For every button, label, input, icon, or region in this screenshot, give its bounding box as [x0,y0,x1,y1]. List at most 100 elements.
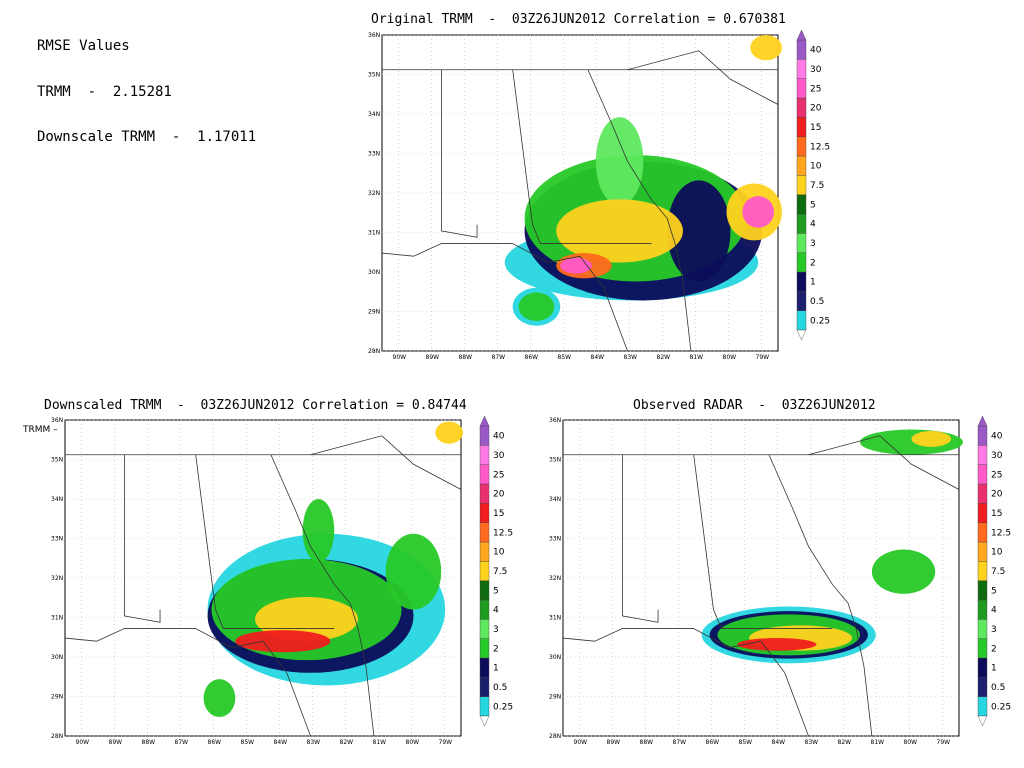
colorbar-swatch [977,619,988,639]
colorbar-label: 5 [991,586,997,596]
colorbar-label: 25 [810,84,821,94]
rmse-downscale-value: Downscale TRMM - 1.17011 [37,129,257,145]
lat-tick-label: 34N [51,496,63,503]
lat-tick-label: 31N [51,615,63,622]
colorbar-label: 5 [493,586,499,596]
precip-field [701,429,963,664]
lat-tick-label: 34N [368,111,380,118]
lat-tick-label: 32N [549,575,561,582]
lat-tick-label: 35N [368,72,380,79]
lon-tick-label: 83W [307,739,321,746]
precip-contour [742,196,775,228]
colorbar-swatch [977,561,988,581]
lon-tick-label: 90W [574,739,588,746]
lat-tick-label: 36N [549,417,561,424]
colorbar-label: 15 [991,509,1002,519]
colorbar-swatch [977,425,988,446]
lon-tick-label: 83W [805,739,819,746]
colorbar-label: 20 [493,490,505,500]
colorbar-bottom-arrow [796,329,807,341]
colorbar-swatch [977,445,988,465]
precip-contour [203,679,236,718]
lat-tick-label: 31N [549,615,561,622]
lon-tick-label: 87W [492,354,506,361]
state-boundaries [64,435,462,737]
colorbar-top-arrow [977,415,988,427]
colorbar-label: 40 [991,432,1003,442]
lat-tick-label: 32N [368,190,380,197]
colorbar-swatch [977,483,988,504]
colorbar-label: 25 [991,470,1002,480]
colorbar: 0.25 0.5 1 2 3 4 5 7.5 10 12.5 15 20 25 30 40 [479,415,513,727]
colorbar-label: 12.5 [493,528,513,538]
lat-tick-label: 33N [549,536,561,543]
map-title-original: Original TRMM - 03Z26JUN2012 Correlation… [371,12,786,27]
colorbar-label: 30 [493,451,505,461]
lon-tick-label: 89W [109,739,123,746]
colorbar-swatch [977,638,988,659]
colorbar-label: 0.5 [991,683,1005,693]
colorbar-label: 20 [991,490,1003,500]
colorbar-swatch [977,696,988,717]
colorbar-label: 0.5 [810,297,824,307]
lon-tick-label: 84W [591,354,605,361]
rmse-heading: RMSE Values [37,38,130,54]
lon-tick-label: 89W [607,739,621,746]
colorbar-label: 10 [810,162,822,172]
lat-tick-label: 28N [549,733,561,740]
colorbar-label: 4 [991,606,997,616]
lon-tick-label: 80W [723,354,737,361]
lat-tick-label: 28N [51,733,63,740]
lon-tick-label: 79W [937,739,951,746]
colorbar-swatch [977,522,988,543]
colorbar-swatch [977,541,988,562]
lon-tick-label: 86W [706,739,720,746]
lat-tick-label: 34N [549,496,561,503]
precip-contour [911,431,952,447]
lat-tick-label: 35N [51,457,63,464]
precip-contour [556,199,683,263]
lat-tick-label: 31N [368,230,380,237]
precip-contour [518,292,555,321]
colorbar-label: 1 [493,664,499,674]
map-gridlines [563,419,959,737]
lat-tick-label: 30N [368,269,380,276]
lon-tick-label: 81W [373,739,387,746]
precip-contour [435,421,463,444]
colorbar-label: 12.5 [810,142,830,152]
colorbar-label: 0.25 [991,702,1011,712]
colorbar-swatch [977,464,988,485]
lon-tick-label: 81W [871,739,885,746]
lon-tick-label: 84W [274,739,288,746]
lon-tick-label: 90W [393,354,407,361]
colorbar-swatch [977,599,988,620]
colorbar-label: 4 [810,220,816,230]
precip-contour [750,35,782,61]
colorbar-label: 12.5 [991,528,1011,538]
colorbar-label: 15 [810,123,821,133]
colorbar-label: 25 [493,470,504,480]
colorbar-label: 7.5 [991,567,1005,577]
colorbar-bottom-arrow [479,715,490,727]
colorbar-label: 2 [493,644,499,654]
lon-tick-label: 88W [142,739,156,746]
precip-contour [871,549,936,594]
colorbar-label: 4 [493,606,499,616]
colorbar-swatch [977,580,988,601]
colorbar-label: 5 [810,200,816,210]
map-title-radar: Observed RADAR - 03Z26JUN2012 [633,398,876,413]
colorbar-swatch [977,503,988,523]
colorbar-top-arrow [479,415,490,427]
lat-tick-label: 29N [51,694,63,701]
lon-tick-label: 86W [208,739,222,746]
colorbar-swatch [977,677,988,697]
precip-contour [595,117,644,206]
precip-field [504,35,782,326]
lat-tick-label: 28N [368,348,380,355]
map-gridlines [382,34,778,352]
state-boundaries [562,435,960,737]
lat-tick-label: 36N [51,417,63,424]
lon-tick-label: 80W [904,739,918,746]
lat-tick-label: 30N [51,654,63,661]
lon-tick-label: 85W [558,354,572,361]
